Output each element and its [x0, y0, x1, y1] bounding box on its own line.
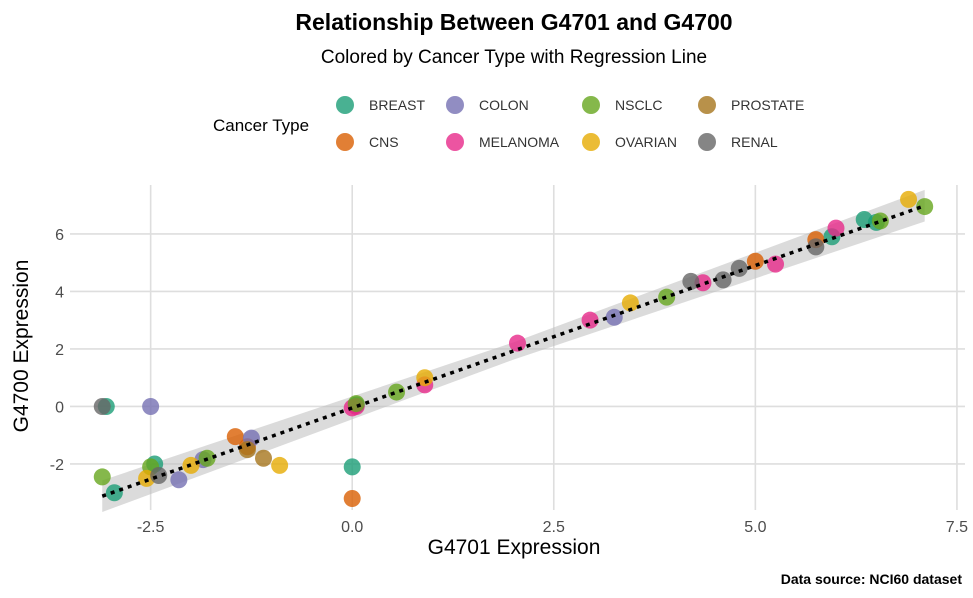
- legend-item-nsclc: NSCLC: [582, 96, 662, 114]
- data-point-colon: [142, 397, 160, 415]
- data-point-melanoma: [509, 334, 526, 352]
- legend-title: Cancer Type: [213, 116, 309, 135]
- data-point-nsclc: [388, 383, 406, 401]
- data-point-nsclc: [93, 468, 111, 486]
- legend: Cancer Type BREAST CNS COLON MELANOMA NSCLC O…: [213, 96, 804, 151]
- legend-label: COLON: [479, 97, 529, 113]
- legend-label: OVARIAN: [615, 134, 677, 150]
- legend-entries: BREAST CNS COLON MELANOMA NSCLC OVARIAN PROSTA…: [336, 96, 804, 151]
- data-point-renal: [93, 397, 111, 415]
- data-point-colon: [170, 471, 188, 489]
- y-axis-label: G4700 Expression: [10, 260, 33, 433]
- legend-swatch: [582, 96, 600, 114]
- data-point-cns: [343, 489, 361, 507]
- x-tick-label: 5.0: [744, 519, 766, 536]
- data-point-colon: [605, 308, 623, 326]
- legend-label: BREAST: [369, 97, 425, 113]
- x-tick-label: 0.0: [341, 519, 363, 536]
- data-point-renal: [714, 271, 732, 289]
- regression-confidence-band: [102, 189, 925, 512]
- y-tick-label: 4: [55, 284, 64, 301]
- plot-panel: [70, 185, 965, 512]
- x-axis-label: G4701 Expression: [428, 536, 601, 559]
- data-point-melanoma: [767, 255, 785, 273]
- data-point-renal: [150, 466, 168, 484]
- legend-label: NSCLC: [615, 97, 662, 113]
- legend-item-breast: BREAST: [336, 96, 425, 114]
- data-point-breast: [343, 458, 361, 476]
- legend-item-cns: CNS: [336, 133, 399, 151]
- legend-label: RENAL: [731, 134, 778, 150]
- data-point-ovarian: [621, 294, 639, 312]
- legend-swatch: [446, 96, 464, 114]
- data-point-renal: [682, 272, 700, 290]
- data-point-ovarian: [900, 190, 918, 208]
- data-point-renal: [807, 238, 825, 256]
- legend-item-renal: RENAL: [698, 133, 778, 151]
- legend-swatch: [446, 133, 464, 151]
- legend-label: PROSTATE: [731, 97, 804, 113]
- legend-label: CNS: [369, 134, 399, 150]
- data-point-prostate: [255, 449, 273, 467]
- legend-swatch: [336, 96, 354, 114]
- data-point-melanoma: [827, 219, 845, 237]
- legend-item-colon: COLON: [446, 96, 529, 114]
- y-tick-label: 0: [55, 399, 64, 416]
- x-tick-label: -2.5: [137, 519, 165, 536]
- x-axis-ticks: -2.5 0.0 2.5 5.0 7.5: [137, 519, 968, 536]
- data-point-ovarian: [271, 456, 289, 474]
- legend-swatch: [698, 133, 716, 151]
- data-point-ovarian: [416, 369, 434, 387]
- chart-subtitle: Colored by Cancer Type with Regression L…: [321, 47, 707, 68]
- legend-swatch: [698, 96, 716, 114]
- y-tick-label: 6: [55, 227, 64, 244]
- x-tick-label: 7.5: [946, 519, 968, 536]
- y-tick-label: -2: [50, 457, 64, 474]
- regression-line: [101, 204, 926, 498]
- legend-item-melanoma: MELANOMA: [446, 133, 560, 151]
- chart-title: Relationship Between G4701 and G4700: [295, 9, 732, 35]
- y-axis-ticks: -2 0 2 4 6: [50, 227, 64, 474]
- data-point-nsclc: [658, 288, 676, 306]
- y-tick-label: 2: [55, 342, 64, 359]
- legend-swatch: [336, 133, 354, 151]
- data-point-cns: [226, 428, 244, 446]
- data-point-renal: [730, 259, 748, 277]
- data-point-nsclc: [871, 212, 889, 230]
- legend-item-ovarian: OVARIAN: [582, 133, 677, 151]
- x-tick-label: 2.5: [543, 519, 565, 536]
- data-point-prostate: [238, 441, 256, 459]
- data-point-nsclc: [916, 198, 934, 216]
- legend-label: MELANOMA: [479, 134, 560, 150]
- legend-item-prostate: PROSTATE: [698, 96, 804, 114]
- legend-swatch: [582, 133, 600, 151]
- data-source-caption: Data source: NCI60 dataset: [781, 571, 963, 587]
